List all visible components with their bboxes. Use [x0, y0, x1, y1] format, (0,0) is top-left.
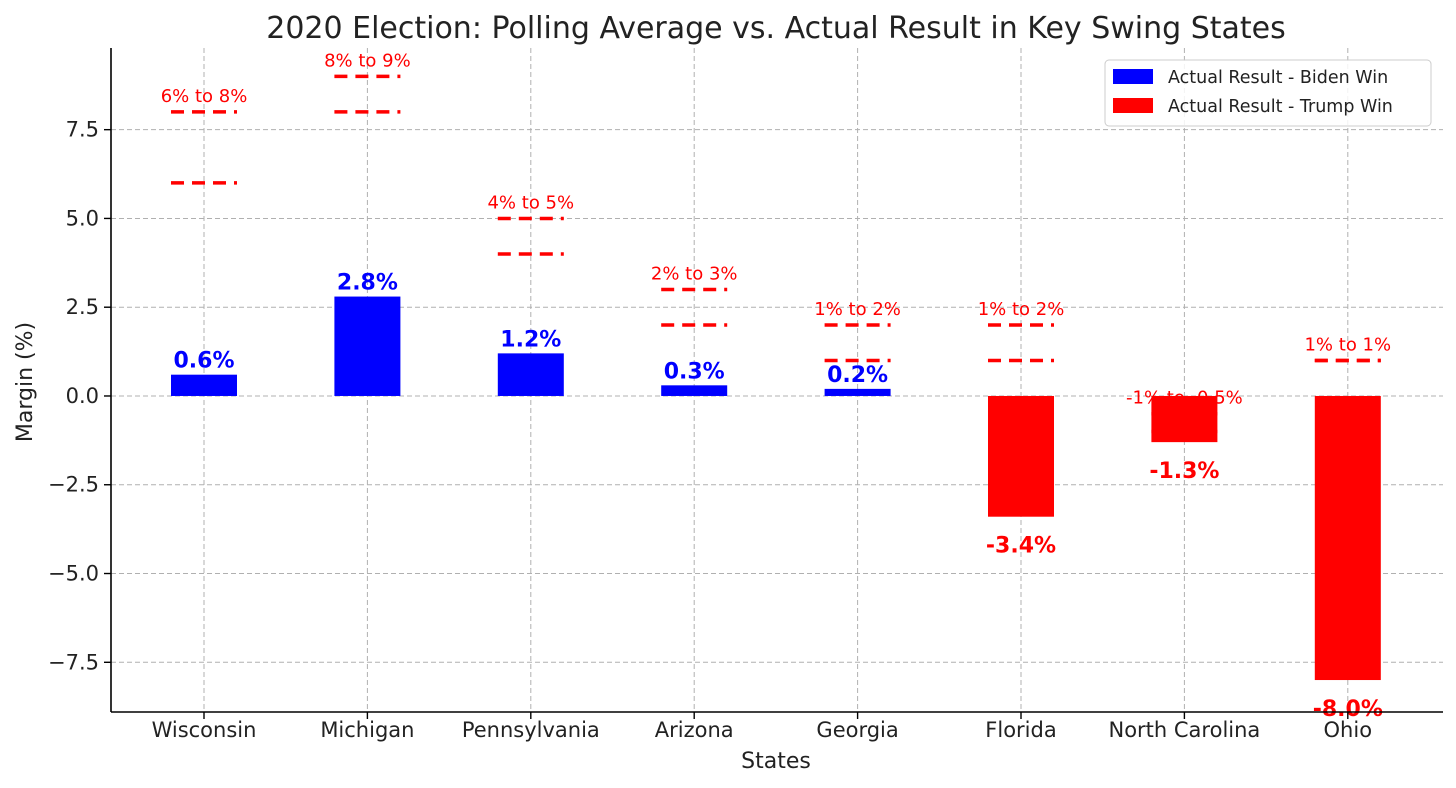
bar-value-label: 0.2%	[827, 363, 888, 388]
polling-range-label: 2% to 3%	[651, 263, 738, 284]
polling-range-label: 4% to 5%	[487, 192, 574, 213]
y-tick-label: −5.0	[48, 562, 99, 586]
polling-range-label: -1% to -0.5%	[1126, 388, 1243, 409]
polling-range-label: 1% to 1%	[1304, 334, 1391, 355]
legend-frame	[1104, 59, 1432, 127]
bar-value-label: 1.2%	[500, 327, 561, 352]
polling-range-label: 1% to 2%	[814, 299, 901, 320]
axes: −7.5 −5.0 −2.5 0.0 2.5 5.0 7.5 Wisconsin Michiga…	[48, 48, 1443, 742]
y-tick-label: −2.5	[48, 473, 99, 497]
y-tick-label: 5.0	[66, 206, 99, 230]
y-tick-label: −7.5	[48, 650, 99, 674]
x-tick-label: North Carolina	[1108, 718, 1260, 742]
x-tick-label: Michigan	[320, 718, 414, 742]
bar-georgia	[824, 388, 891, 396]
polling-range-label: 1% to 2%	[978, 299, 1065, 320]
polling-range-label: 8% to 9%	[324, 50, 411, 71]
x-tick-label: Wisconsin	[152, 718, 257, 742]
y-tick-label: 0.0	[66, 384, 99, 408]
legend-swatch	[1113, 98, 1153, 113]
bar-wisconsin	[171, 374, 237, 396]
bar-michigan	[334, 296, 401, 396]
bar-pennsylvania	[497, 353, 564, 396]
legend-swatch	[1113, 69, 1153, 84]
bar-north-carolina	[1151, 395, 1218, 443]
y-axis-label: Margin (%)	[13, 322, 38, 442]
bar-value-label: -1.3%	[1149, 459, 1219, 484]
bar-value-label: -3.4%	[986, 534, 1056, 559]
bar-value-label: 2.8%	[337, 271, 398, 296]
y-tick-label: 7.5	[66, 118, 99, 142]
bar-florida	[988, 395, 1054, 517]
x-tick-label: Ohio	[1324, 718, 1373, 742]
legend: Actual Result - Biden Win Actual Result -…	[1104, 59, 1432, 127]
grid	[111, 48, 1443, 712]
y-tick-label: 2.5	[66, 295, 99, 319]
chart-title: 2020 Election: Polling Average vs. Actua…	[266, 11, 1286, 46]
legend-label: Actual Result - Biden Win	[1168, 68, 1388, 88]
data-labels: 6% to 8% 8% to 9% 4% to 5% 2% to 3% 1% to 2%…	[161, 50, 1391, 722]
bar-ohio	[1314, 395, 1381, 681]
x-tick-label: Florida	[985, 718, 1056, 742]
x-tick-label: Pennsylvania	[462, 718, 600, 742]
x-tick-label: Georgia	[816, 718, 898, 742]
bar-arizona	[661, 385, 728, 396]
x-tick-label: Arizona	[655, 718, 734, 742]
polling-range-label: 6% to 8%	[161, 86, 248, 107]
polling-ranges	[171, 74, 1381, 434]
bar-value-label: 0.3%	[664, 359, 725, 384]
bars	[171, 296, 1381, 681]
legend-label: Actual Result - Trump Win	[1168, 97, 1393, 117]
x-axis-label: States	[741, 749, 811, 774]
bar-value-label: 0.6%	[173, 349, 234, 374]
